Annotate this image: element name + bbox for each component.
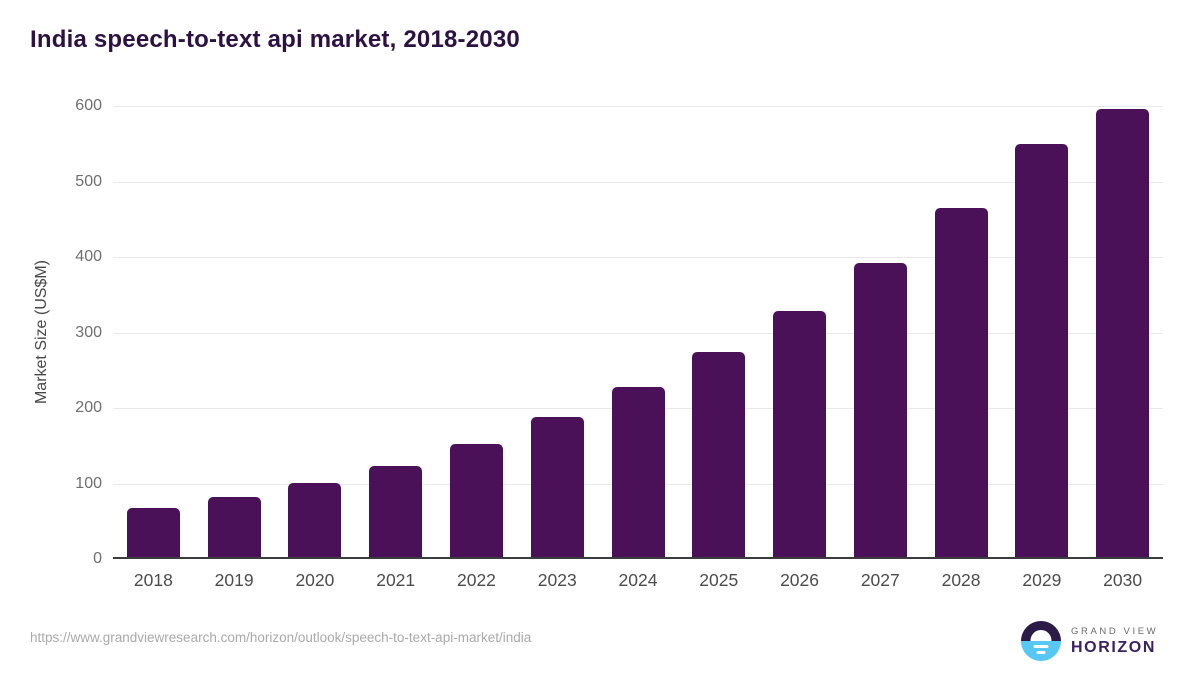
- x-tick-label-2021: 2021: [376, 570, 416, 590]
- plot-area: [113, 106, 1163, 559]
- bar-2027[interactable]: [853, 263, 907, 557]
- y-tick-label-500: 500: [75, 172, 102, 190]
- bar-2024[interactable]: [611, 387, 665, 557]
- source-url: https://www.grandviewresearch.com/horizo…: [30, 630, 532, 645]
- y-axis-title: Market Size (US$M): [33, 259, 50, 405]
- gridline-600: [113, 106, 1163, 107]
- logo-wave-line: [1036, 651, 1046, 654]
- logo-wave-line: [1033, 645, 1049, 648]
- x-tick-label-2025: 2025: [699, 570, 739, 590]
- grand-view-horizon-logo: GRAND VIEW HORIZON: [1021, 621, 1158, 661]
- x-tick-label-2023: 2023: [537, 570, 577, 590]
- bar-2023[interactable]: [530, 417, 584, 557]
- chart-title: India speech-to-text api market, 2018-20…: [30, 26, 520, 53]
- x-tick-label-2028: 2028: [941, 570, 981, 590]
- bar-2030[interactable]: [1096, 108, 1150, 557]
- y-tick-label-100: 100: [75, 474, 102, 492]
- bar-2026[interactable]: [773, 310, 827, 557]
- bar-2022[interactable]: [449, 443, 503, 557]
- gridline-400: [113, 257, 1163, 258]
- x-tick-label-2027: 2027: [860, 570, 900, 590]
- x-tick-label-2019: 2019: [214, 570, 254, 590]
- x-tick-label-2020: 2020: [295, 570, 335, 590]
- horizon-sun-icon: [1021, 621, 1061, 661]
- logo-text: GRAND VIEW HORIZON: [1071, 626, 1158, 657]
- x-tick-label-2029: 2029: [1022, 570, 1062, 590]
- bar-2021[interactable]: [369, 466, 423, 557]
- logo-sun-shape: [1030, 630, 1052, 641]
- x-tick-label-2022: 2022: [456, 570, 496, 590]
- y-tick-label-300: 300: [75, 323, 102, 341]
- gridline-500: [113, 181, 1163, 183]
- gridline-300: [113, 332, 1163, 334]
- x-tick-label-2024: 2024: [618, 570, 658, 590]
- bar-2029[interactable]: [1015, 144, 1069, 557]
- y-tick-label-200: 200: [75, 399, 102, 416]
- x-tick-label-2030: 2030: [1103, 570, 1143, 590]
- y-tick-label-400: 400: [75, 248, 102, 265]
- bar-2018[interactable]: [126, 507, 180, 557]
- y-tick-label-0: 0: [93, 550, 102, 567]
- bar-2020[interactable]: [288, 483, 342, 557]
- logo-text-horizon: HORIZON: [1071, 638, 1156, 656]
- bar-2028[interactable]: [934, 208, 988, 557]
- x-tick-label-2026: 2026: [780, 570, 819, 590]
- bar-2019[interactable]: [207, 497, 261, 557]
- logo-text-grand-view: GRAND VIEW: [1071, 625, 1159, 637]
- x-tick-label-2018: 2018: [133, 570, 173, 590]
- y-tick-label-600: 600: [75, 97, 102, 114]
- bar-2025[interactable]: [692, 352, 746, 557]
